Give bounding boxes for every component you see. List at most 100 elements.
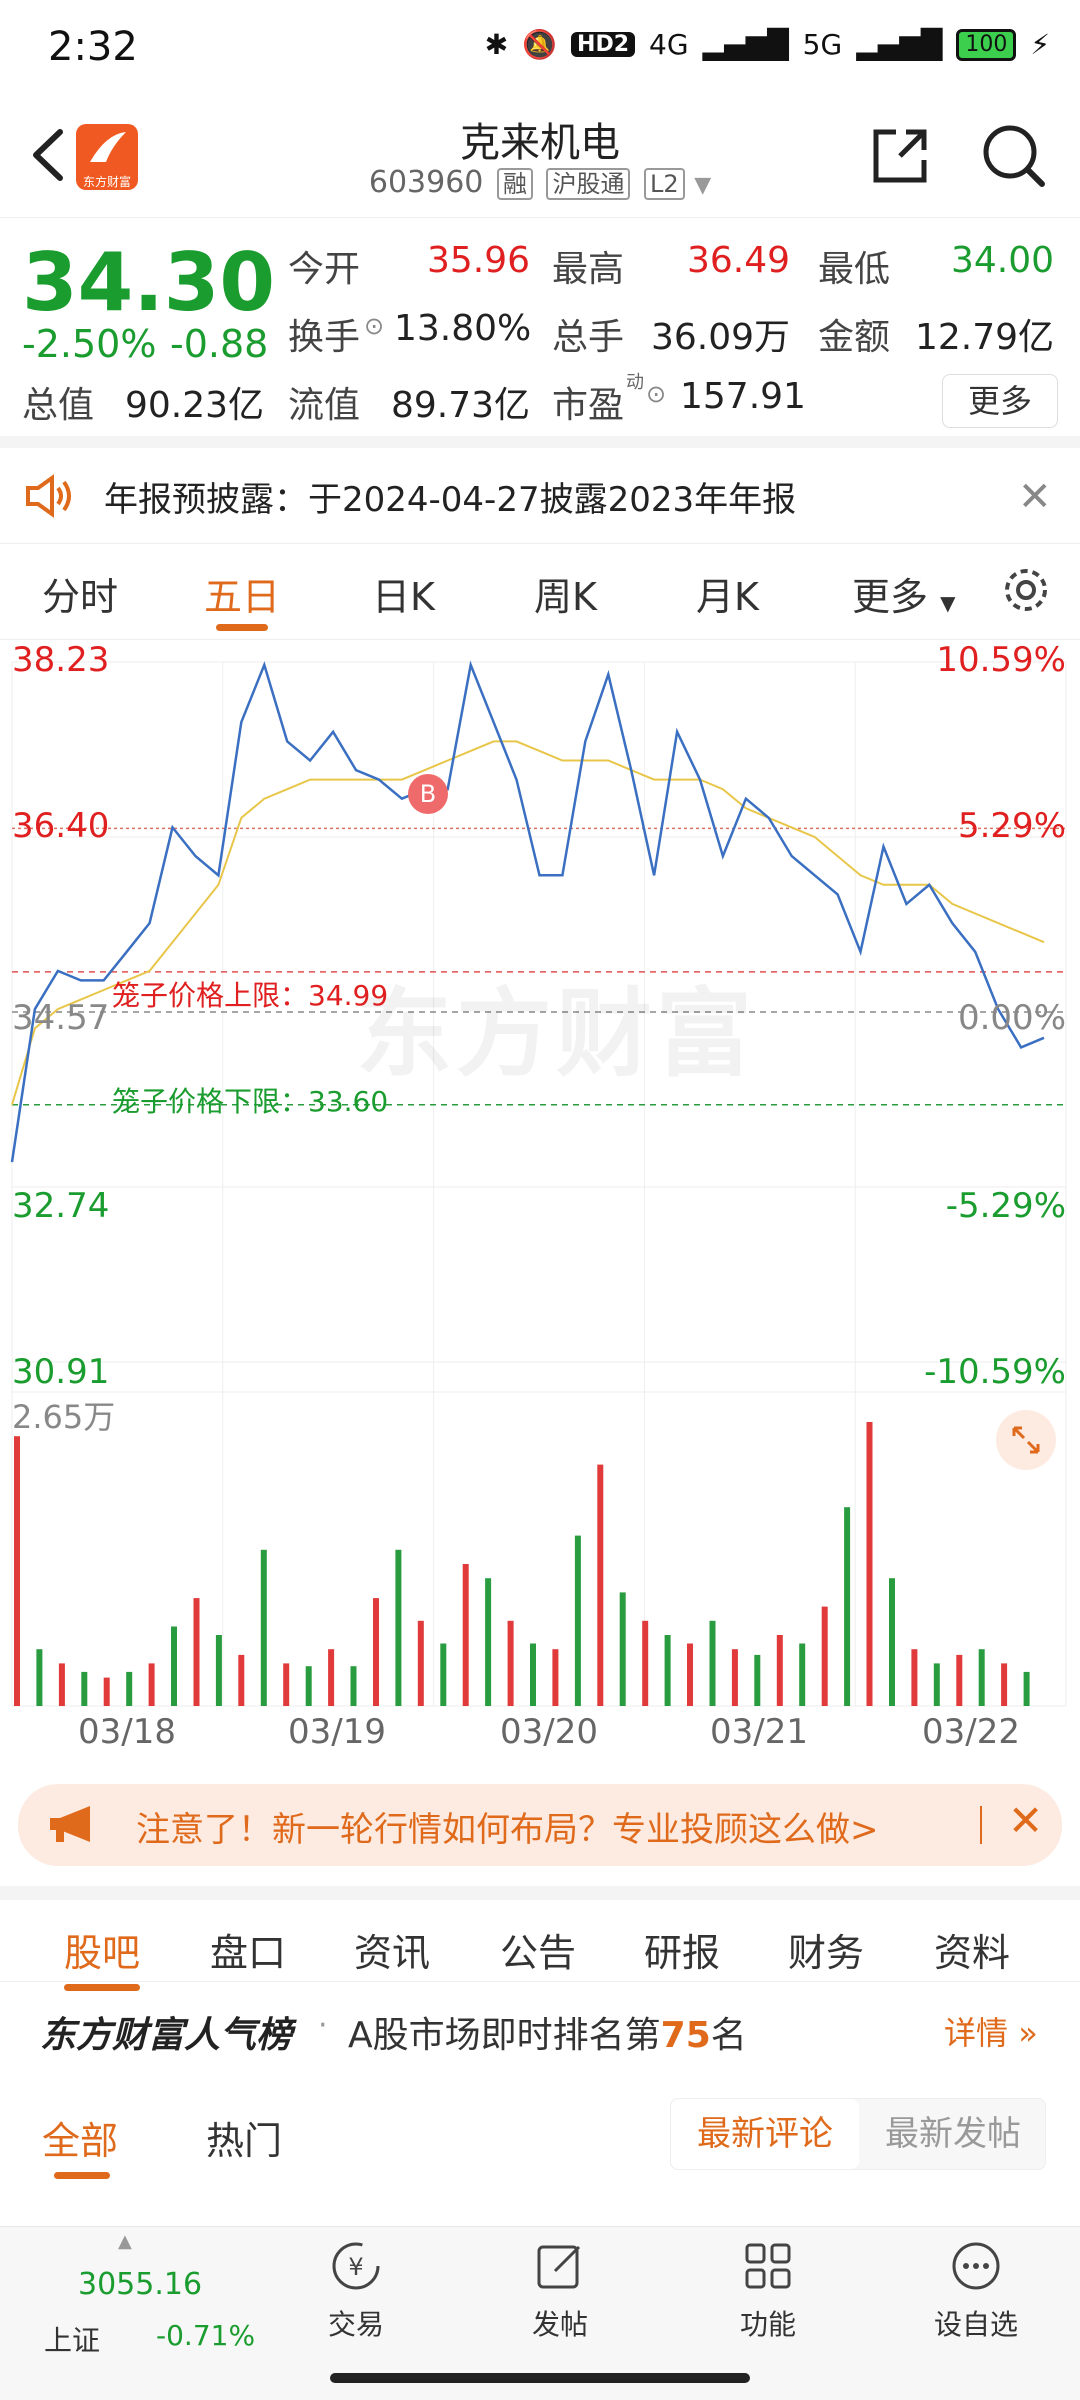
banner-text: 注意了！新一轮行情如何布局？专业投顾这么做> (136, 1810, 879, 1850)
network-4g: 4G (649, 28, 689, 61)
volume-bar (328, 1649, 335, 1706)
volume-bar (148, 1663, 155, 1706)
tab-profile[interactable]: 资料 (934, 1931, 1011, 1975)
pe-value: 157.91 (680, 376, 806, 417)
tab-financials[interactable]: 财务 (788, 1931, 865, 1975)
tag-margin: 融 (496, 168, 533, 200)
double-chevron-icon: » (1018, 2014, 1038, 2052)
home-indicator[interactable] (330, 2373, 750, 2383)
tab-news[interactable]: 资讯 (354, 1931, 431, 1975)
rank-text: A股市场即时排名第75名 (348, 2006, 747, 2058)
price-line (10, 660, 1045, 1163)
volume-bar (14, 1436, 20, 1706)
banner-divider (980, 1806, 982, 1844)
index-change: -0.71% (156, 2319, 256, 2352)
volume-bars (14, 1422, 1030, 1706)
info-icon[interactable]: ⊙ (364, 312, 385, 340)
watermark: 东方财富 (356, 978, 756, 1090)
info-icon[interactable]: ⊙ (646, 380, 667, 408)
bluetooth-icon: ✱ (484, 28, 509, 61)
tab-five-day[interactable]: 五日 (204, 575, 281, 619)
nav-trade-label: 交易 (327, 2308, 384, 2341)
expand-icon[interactable] (996, 1410, 1056, 1470)
more-button[interactable]: 更多 (942, 374, 1058, 428)
notice-bar[interactable]: 年报预披露：于2024-04-27披露2023年年报 ✕ (0, 448, 1080, 544)
sort-latest-comment[interactable]: 最新评论 (671, 2099, 859, 2169)
post-filter: 全部 热门 最新评论 最新发帖 (0, 2080, 1080, 2200)
tab-daily-k[interactable]: 日K (372, 575, 435, 619)
open-label: 今开 (288, 249, 361, 290)
volume-bar (283, 1663, 290, 1706)
mute-icon: 🔕 (522, 28, 558, 61)
status-bar: 2:32 ✱ 🔕 HD2 4G ▂▄▆█ 5G ▂▄▆█ 100 ⚡ (0, 0, 1080, 100)
high-label: 最高 (552, 249, 625, 290)
popularity-rank[interactable]: 东方财富人气榜 · A股市场即时排名第75名 详情 » (0, 1982, 1080, 2080)
rank-details-link[interactable]: 详情 » (944, 2008, 1038, 2054)
volume-bar (821, 1606, 828, 1706)
volume-bar (36, 1649, 43, 1706)
volume-bar (507, 1620, 514, 1706)
tab-announcements[interactable]: 公告 (500, 1931, 577, 1975)
tab-weekly-k[interactable]: 周K (534, 575, 597, 619)
buy-marker[interactable]: B (408, 774, 448, 814)
tab-forum[interactable]: 股吧 (64, 1931, 141, 1975)
volume-bar (126, 1671, 133, 1706)
back-icon[interactable] (20, 120, 80, 190)
close-icon[interactable]: ✕ (1008, 1796, 1044, 1845)
turnover-label[interactable]: 换手 (288, 317, 361, 358)
volume-bar (933, 1663, 940, 1706)
stock-code-line[interactable]: 603960 融 沪股通 L2 ▼ (0, 164, 1080, 200)
signal-icon: ▂▄▆█ (856, 28, 943, 61)
nav-trade[interactable]: ¥ 交易 (296, 2239, 416, 2343)
network-5g: 5G (802, 28, 843, 61)
tab-hot[interactable]: 热门 (206, 2119, 283, 2163)
volume-bar (373, 1598, 379, 1706)
rank-dot: · (318, 2008, 328, 2043)
tab-research[interactable]: 研报 (644, 1931, 721, 1975)
nav-functions[interactable]: 功能 (708, 2239, 828, 2343)
tab-intraday[interactable]: 分时 (42, 575, 119, 619)
volume-bar (664, 1635, 671, 1706)
close-icon[interactable]: ✕ (1018, 474, 1052, 520)
collapse-icon[interactable]: ▲ (118, 2231, 132, 2252)
stock-code: 603960 (368, 165, 484, 200)
promo-banner[interactable]: 注意了！新一轮行情如何布局？专业投顾这么做> ✕ (18, 1784, 1062, 1866)
volume-bar (956, 1654, 963, 1706)
tab-monthly-k[interactable]: 月K (696, 575, 759, 619)
dropdown-icon: ▼ (940, 591, 956, 615)
rank-more-label: 详情 (944, 2014, 1009, 2052)
nav-post[interactable]: 发帖 (500, 2239, 620, 2343)
sort-latest-post[interactable]: 最新发帖 (885, 2114, 1021, 2154)
battery-indicator: 100 (956, 28, 1017, 61)
x-tick-1: 03/19 (288, 1712, 386, 1752)
volume-bar (642, 1620, 649, 1706)
trade-icon: ¥ (332, 2242, 380, 2290)
settings-icon[interactable] (1000, 564, 1052, 616)
search-icon[interactable] (980, 120, 1046, 190)
bottom-nav: ▲ 3055.16 上证 -0.71% ¥ 交易 发帖 功能 (0, 2226, 1080, 2400)
volume-bar (171, 1626, 177, 1706)
tab-more-label: 更多 (852, 575, 929, 619)
y-right-tick-1: 5.29% (957, 806, 1066, 846)
index-name: 上证 (44, 2324, 101, 2357)
tab-all[interactable]: 全部 (42, 2119, 119, 2163)
y-left-tick-2: 34.57 (12, 998, 110, 1038)
tab-orderbook[interactable]: 盘口 (210, 1931, 287, 1975)
share-icon[interactable] (870, 126, 930, 186)
nav-add-watchlist[interactable]: 设自选 (916, 2239, 1036, 2343)
dropdown-icon: ▼ (694, 173, 712, 198)
high-value: 36.49 (686, 240, 790, 281)
volume-bar (530, 1643, 536, 1706)
more-dots-icon (952, 2242, 1000, 2290)
five-day-chart[interactable]: 东方财富 38.23 36.40 34.57 32.74 30.91 10.59… (0, 640, 1080, 1760)
volume-bar (687, 1643, 693, 1706)
change-percent: -2.50% (22, 322, 157, 366)
tab-more[interactable]: 更多 ▼ (852, 566, 956, 621)
index-value[interactable]: 3055.16 (78, 2267, 203, 2302)
volume-bar (350, 1666, 357, 1706)
lower-limit-label: 笼子价格下限：33.60 (112, 1085, 389, 1118)
chart-tabs: 分时 五日 日K 周K 月K 更多 ▼ (0, 544, 1080, 640)
low-value: 34.00 (950, 240, 1054, 281)
rank-suffix: 名 (710, 2015, 747, 2056)
current-price: 34.30 (22, 236, 276, 329)
